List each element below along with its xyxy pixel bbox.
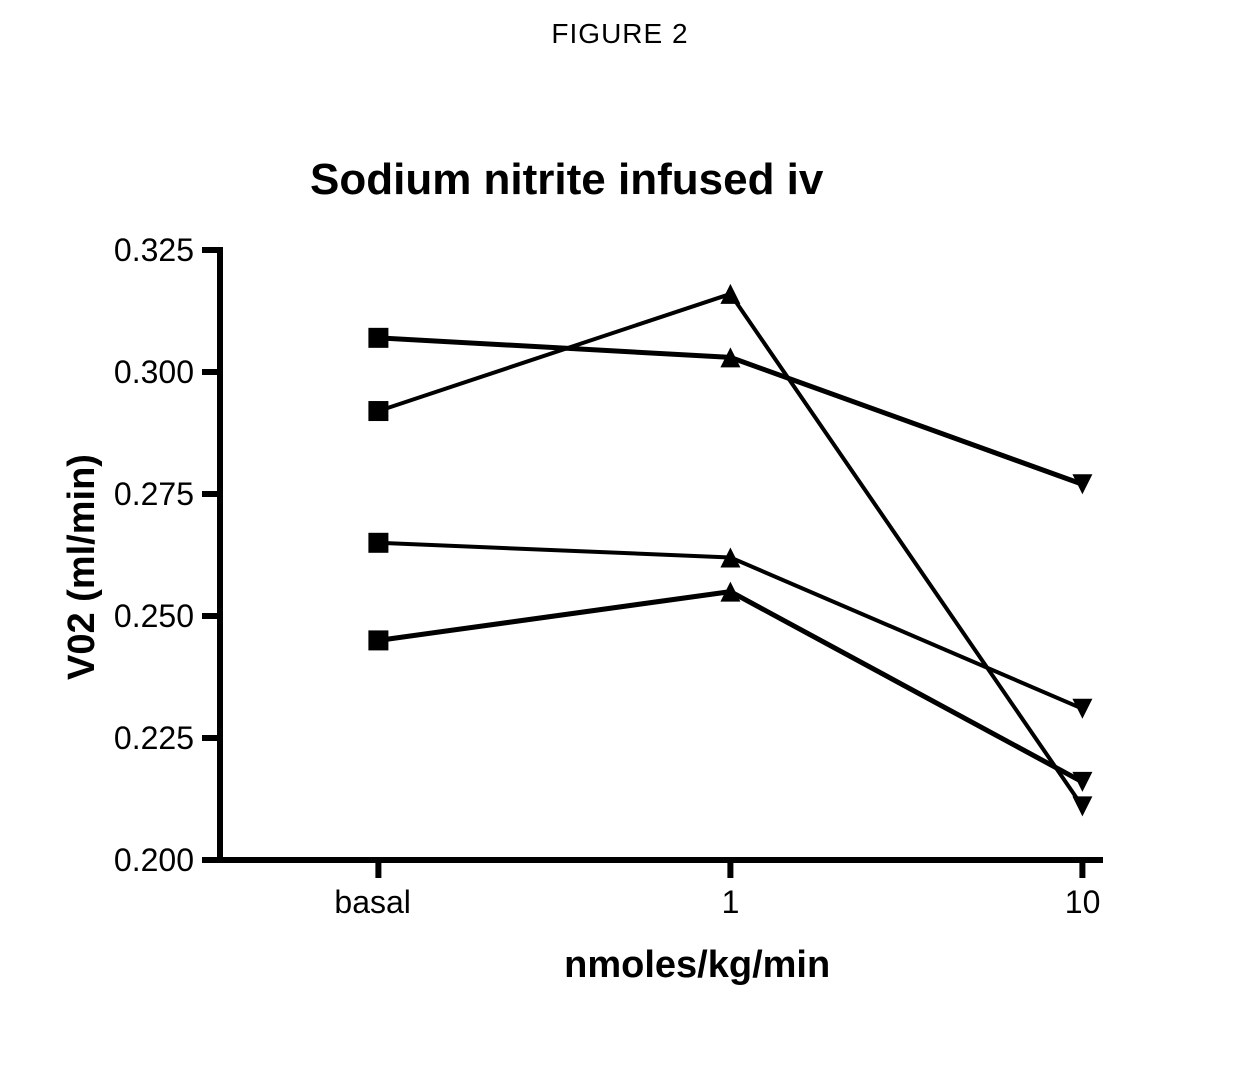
- y-tick-label: 0.225: [114, 720, 194, 757]
- y-tick-label: 0.275: [114, 476, 194, 513]
- y-tick-label: 0.200: [114, 842, 194, 879]
- page: FIGURE 2 Sodium nitrite infused iv 0.200…: [0, 0, 1240, 1071]
- x-tick-label: basal: [334, 884, 411, 921]
- y-tick-label: 0.300: [114, 354, 194, 391]
- x-tick-label: 10: [1065, 884, 1101, 921]
- chart-svg: [0, 0, 1240, 1071]
- y-tick-label: 0.250: [114, 598, 194, 635]
- x-tick-label: 1: [722, 884, 740, 921]
- x-axis-title: nmoles/kg/min: [564, 944, 830, 987]
- y-tick-label: 0.325: [114, 232, 194, 269]
- y-axis-title: V02 (ml/min): [61, 454, 104, 680]
